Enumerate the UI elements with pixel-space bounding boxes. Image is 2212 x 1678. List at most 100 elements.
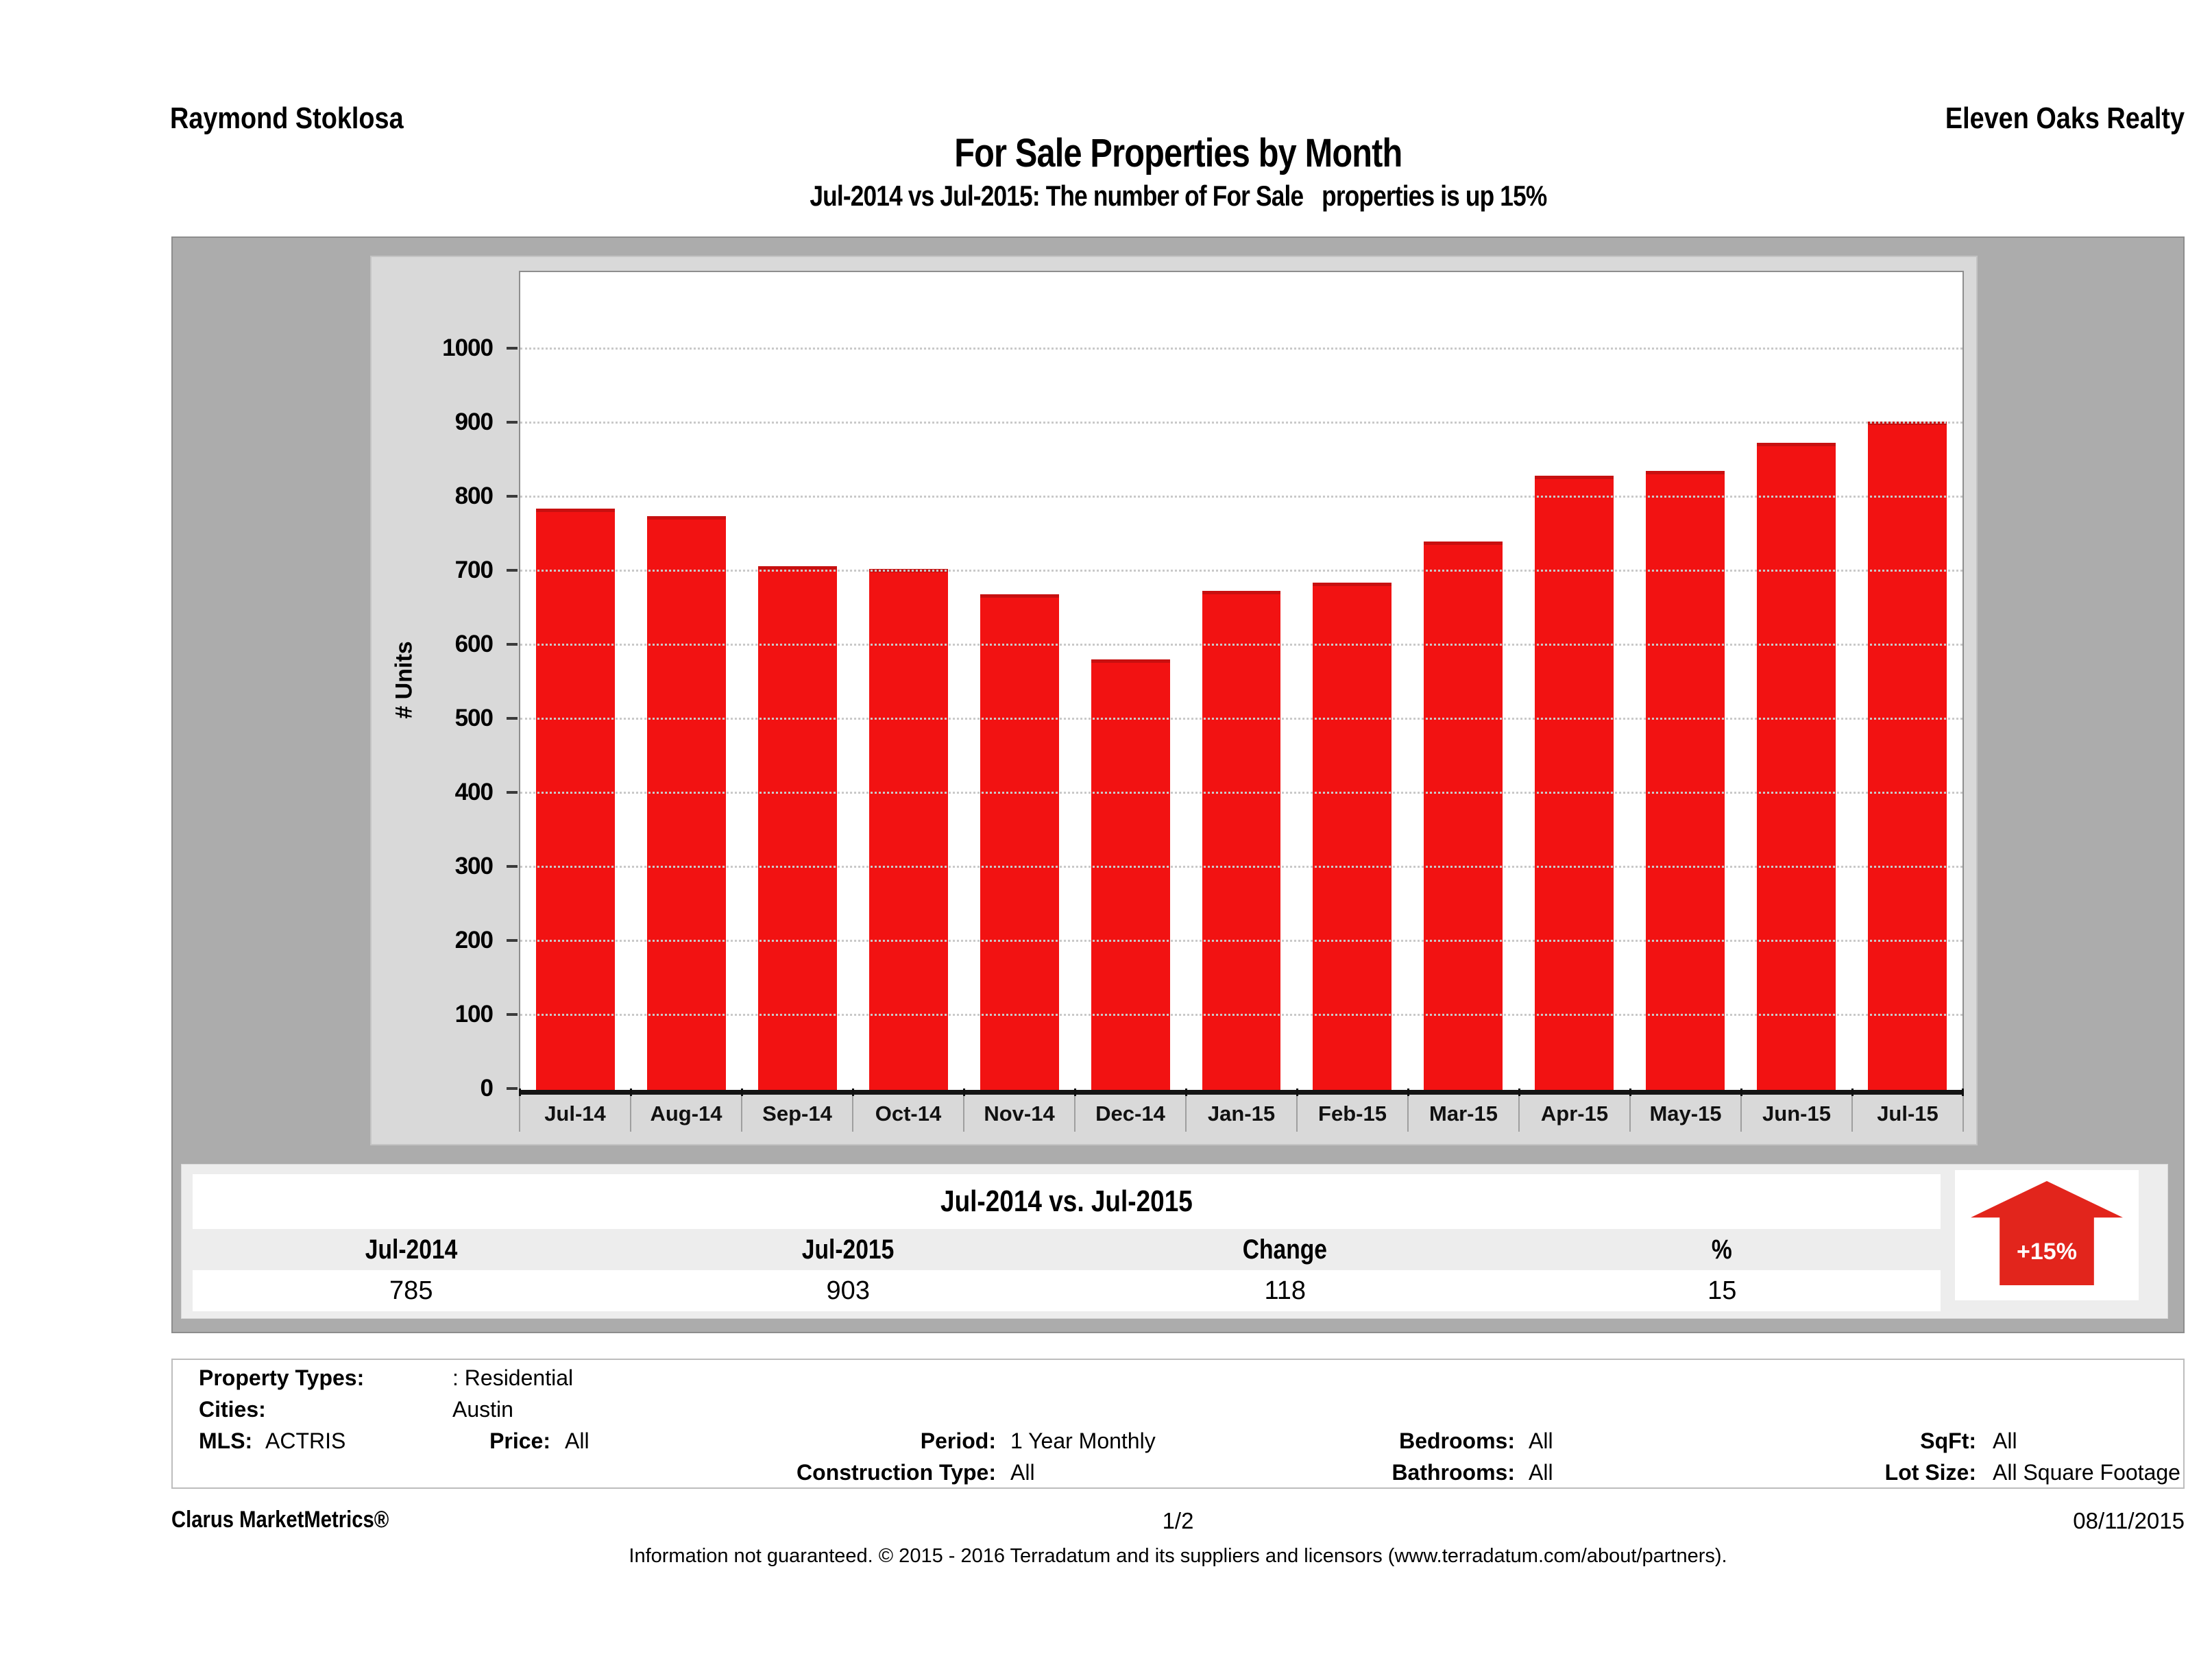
- y-axis-title: # Units: [391, 640, 417, 719]
- bathrooms-label: Bathrooms:: [1391, 1460, 1515, 1485]
- gridline-500: [520, 718, 1962, 720]
- filters-row-4: Construction Type: All Bathrooms: All Lo…: [173, 1460, 2183, 1490]
- price-value: All: [565, 1428, 590, 1453]
- period-label: Period:: [920, 1428, 996, 1453]
- summary-col-header-%: %: [1712, 1234, 1733, 1265]
- price-label: Price:: [489, 1428, 550, 1453]
- x-tick-label-Sep-14: Sep-14: [741, 1089, 852, 1132]
- construction-type-value: All: [1010, 1460, 1035, 1485]
- x-tick-label-Jan-15: Jan-15: [1185, 1089, 1296, 1132]
- bar-slot-Apr-15: [1519, 272, 1630, 1090]
- lot-size-value: All Square Footage: [1993, 1460, 2180, 1485]
- bathrooms-value: All: [1529, 1460, 1553, 1485]
- summary-col-header-Change: Change: [1243, 1234, 1328, 1265]
- company-name: Eleven Oaks Realty: [1945, 101, 2185, 135]
- bars-row: [520, 272, 1962, 1090]
- bar-Mar-15: [1424, 542, 1503, 1090]
- y-tick-mark-100: [507, 1013, 518, 1017]
- chart-container: # Units 0 100 200 300 400 500 600 700 800 900 1000…: [370, 256, 1978, 1145]
- x-tick-label-May-15: May-15: [1629, 1089, 1740, 1132]
- page-subtitle: Jul-2014 vs Jul-2015: The number of For …: [809, 180, 1547, 212]
- cities-value: Austin: [452, 1397, 513, 1422]
- x-tick-label-Jul-14: Jul-14: [519, 1089, 630, 1132]
- gridline-600: [520, 644, 1962, 646]
- page-title: For Sale Properties by Month: [953, 131, 1402, 175]
- sqft-value: All: [1993, 1428, 2017, 1453]
- gridline-800: [520, 496, 1962, 498]
- footer-date: 08/11/2015: [2073, 1508, 2185, 1533]
- footer-page-number: 1/2: [1162, 1508, 1194, 1533]
- filters-row-1: Property Types: : Residential: [173, 1365, 2183, 1396]
- x-tick-label-Feb-15: Feb-15: [1296, 1089, 1407, 1132]
- gridline-400: [520, 792, 1962, 794]
- filters-box: Property Types: : Residential Cities: Au…: [171, 1359, 2185, 1489]
- sqft-label: SqFt:: [1920, 1428, 1976, 1453]
- y-tick-mark-500: [507, 717, 518, 720]
- bar-slot-Nov-14: [964, 272, 1075, 1090]
- summary-value-Change: 118: [1264, 1276, 1306, 1305]
- y-tick-mark-1000: [507, 347, 518, 350]
- footer-disclaimer: Information not guaranteed. © 2015 - 201…: [629, 1545, 1727, 1567]
- lot-size-label: Lot Size:: [1884, 1460, 1976, 1485]
- up-arrow-icon: +15%: [1971, 1181, 2123, 1285]
- y-tick-mark-0: [507, 1087, 518, 1090]
- bar-slot-Jul-15: [1851, 272, 1962, 1090]
- change-badge-label: +15%: [2017, 1239, 2077, 1265]
- bar-Feb-15: [1313, 583, 1392, 1090]
- bar-Sep-14: [758, 566, 838, 1090]
- gridline-1000: [520, 348, 1962, 350]
- mls-label: MLS:: [199, 1428, 253, 1453]
- plot-area: [519, 271, 1964, 1095]
- bar-Jan-15: [1202, 591, 1281, 1090]
- x-tick-label-Jul-15: Jul-15: [1851, 1089, 1964, 1132]
- y-tick-label-100: 100: [454, 1001, 494, 1028]
- x-tick-label-Apr-15: Apr-15: [1518, 1089, 1629, 1132]
- bar-Jul-15: [1867, 422, 1947, 1090]
- bar-slot-Sep-14: [742, 272, 853, 1090]
- x-tick-label-Oct-14: Oct-14: [852, 1089, 963, 1132]
- y-tick-mark-700: [507, 569, 518, 572]
- y-tick-label-300: 300: [454, 853, 494, 880]
- property-types-label: Property Types:: [199, 1365, 365, 1390]
- y-tick-label-400: 400: [454, 779, 494, 806]
- y-tick-mark-400: [507, 791, 518, 794]
- y-tick-label-700: 700: [454, 557, 494, 584]
- y-tick-label-200: 200: [454, 927, 494, 954]
- agent-name: Raymond Stoklosa: [170, 101, 404, 135]
- bar-May-15: [1645, 471, 1725, 1090]
- cities-label: Cities:: [199, 1397, 266, 1422]
- x-tick-label-Mar-15: Mar-15: [1407, 1089, 1518, 1132]
- y-tick-mark-900: [507, 421, 518, 424]
- y-tick-mark-600: [507, 643, 518, 646]
- y-tick-mark-800: [507, 495, 518, 498]
- y-axis: # Units 0 100 200 300 400 500 600 700 800 900 1000: [372, 271, 519, 1102]
- x-tick-label-Nov-14: Nov-14: [963, 1089, 1074, 1132]
- summary-table-values-row: 785 903 118 15: [193, 1270, 1941, 1311]
- bar-slot-Feb-15: [1297, 272, 1408, 1090]
- bedrooms-value: All: [1529, 1428, 1553, 1453]
- bar-Oct-14: [869, 568, 948, 1090]
- summary-value-Jul-2015: 903: [826, 1276, 870, 1305]
- bar-slot-Aug-14: [631, 272, 742, 1090]
- summary-value-Jul-2014: 785: [389, 1276, 433, 1305]
- bar-Apr-15: [1535, 475, 1614, 1090]
- x-tick-label-Jun-15: Jun-15: [1740, 1089, 1851, 1132]
- chart-panel: # Units 0 100 200 300 400 500 600 700 800 900 1000…: [171, 236, 2185, 1333]
- footer-product: Clarus MarketMetrics®: [171, 1507, 389, 1533]
- construction-type-label: Construction Type:: [797, 1460, 996, 1485]
- gridline-700: [520, 570, 1962, 572]
- y-tick-label-0: 0: [480, 1075, 494, 1102]
- bar-Dec-14: [1091, 659, 1170, 1090]
- filters-row-3: MLS: ACTRIS Price: All Period: 1 Year Mo…: [173, 1428, 2183, 1459]
- y-tick-label-500: 500: [454, 705, 494, 732]
- change-badge: +15%: [1955, 1170, 2139, 1300]
- bar-Jul-14: [536, 509, 616, 1090]
- bar-slot-Oct-14: [853, 272, 964, 1090]
- bedrooms-label: Bedrooms:: [1399, 1428, 1515, 1453]
- gridline-100: [520, 1014, 1962, 1017]
- summary-table: Jul-2014 vs. Jul-2015 Jul-2014 Jul-2015 Ch…: [181, 1164, 2168, 1319]
- y-tick-mark-300: [507, 865, 518, 868]
- summary-table-title: Jul-2014 vs. Jul-2015: [193, 1174, 1941, 1229]
- period-value: 1 Year Monthly: [1010, 1428, 1156, 1453]
